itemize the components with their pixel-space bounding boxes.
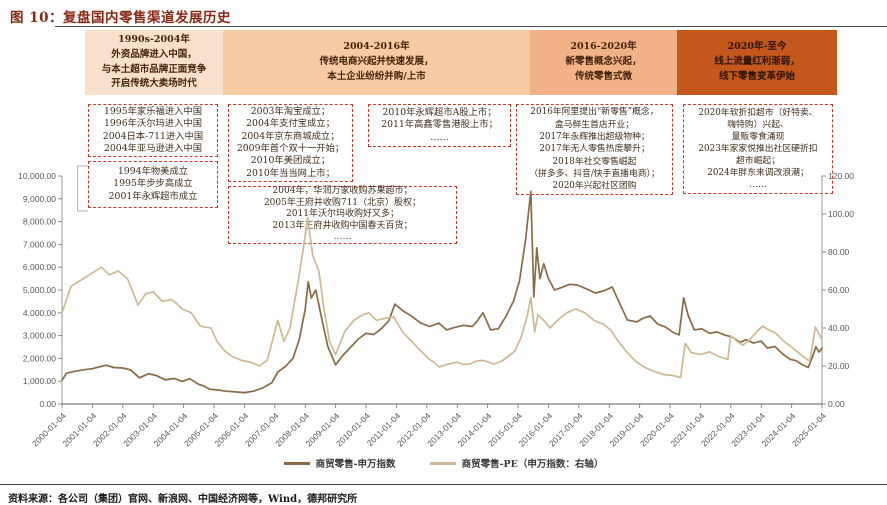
svg-text:0.00: 0.00 [39, 399, 56, 409]
source-note: 资料来源：各公司（集团）官网、新浪网、中国经济网等，Wind，德邦研究所 [8, 494, 358, 505]
svg-text:2023-01-04: 2023-01-04 [729, 411, 767, 449]
svg-text:8,000.00: 8,000.00 [23, 217, 56, 227]
annotation-discount-retail: 2020年软折扣超市（好特卖、 嗨特购）兴起、 量贩零食涌现 2023年家家悦推出社区… [683, 104, 833, 194]
era-band-2004-2016: 2004-2016年 传统电商兴起并快速发展， 本土企业纷纷并购/上市 [223, 30, 530, 95]
svg-text:60.00: 60.00 [828, 285, 850, 295]
svg-text:2020-01-04: 2020-01-04 [638, 411, 676, 449]
era-band-1990s-2004: 1990s-2004年 外资品牌进入中国， 与本土超市品牌正面竞争 开启传统大卖场时代 [85, 30, 223, 95]
legend-item-index: 商贸零售-申万指数 [283, 456, 396, 470]
annotation-local-chains: 1994年物美成立 1995年步步高成立 2001年永辉超市成立 [88, 161, 218, 208]
svg-text:1,000.00: 1,000.00 [23, 376, 56, 386]
svg-text:20.00: 20.00 [828, 361, 850, 371]
svg-text:2007-01-04: 2007-01-04 [243, 411, 281, 449]
svg-text:2014-01-04: 2014-01-04 [456, 411, 494, 449]
svg-text:2017-01-04: 2017-01-04 [547, 411, 585, 449]
svg-text:2018-01-04: 2018-01-04 [577, 411, 615, 449]
era-band-2016-2020: 2016-2020年 新零售概念兴起， 传统零售式微 [530, 30, 677, 95]
annotation-new-retail: 2016年阿里提出“新零售”概念， 盒马鲜生首店开业； 2017年永辉推出超级物种；… [516, 104, 673, 195]
svg-text:2019-01-04: 2019-01-04 [608, 411, 646, 449]
era-band-2020-now: 2020年-至今 线上流量红利渐弱， 线下零售变革伊始 [677, 30, 837, 95]
svg-text:2025-01-04: 2025-01-04 [790, 411, 828, 449]
svg-text:2005-01-04: 2005-01-04 [182, 411, 220, 449]
svg-text:40.00: 40.00 [828, 323, 850, 333]
svg-text:80.00: 80.00 [828, 247, 850, 257]
legend-label-pe: 商贸零售-PE（申万指数：右轴） [461, 459, 604, 470]
svg-text:2004-01-04: 2004-01-04 [152, 411, 190, 449]
annotation-ecommerce-founding: 2003年淘宝成立； 2004年支付宝成立； 2004年京东商城成立； 2009年首个… [228, 104, 353, 182]
svg-text:2021-01-04: 2021-01-04 [668, 411, 706, 449]
svg-text:2009-01-04: 2009-01-04 [304, 411, 342, 449]
svg-text:2006-01-04: 2006-01-04 [212, 411, 250, 449]
legend-label-index: 商贸零售-申万指数 [315, 459, 396, 470]
svg-text:2012-01-04: 2012-01-04 [395, 411, 433, 449]
svg-text:10,000.00: 10,000.00 [18, 171, 56, 181]
svg-text:2003-01-04: 2003-01-04 [121, 411, 159, 449]
annotation-ma-events: 2004年，华润万家收购苏果超市； 2005年王府井收购711（北京）股权； 201… [228, 186, 457, 244]
legend-item-pe: 商贸零售-PE（申万指数：右轴） [429, 456, 604, 470]
svg-text:5,000.00: 5,000.00 [23, 285, 56, 295]
svg-text:2010-01-04: 2010-01-04 [334, 411, 372, 449]
svg-text:6,000.00: 6,000.00 [23, 262, 56, 272]
svg-text:2002-01-04: 2002-01-04 [91, 411, 129, 449]
svg-text:2,000.00: 2,000.00 [23, 353, 56, 363]
svg-text:2008-01-04: 2008-01-04 [273, 411, 311, 449]
svg-text:0.00: 0.00 [828, 399, 845, 409]
svg-text:9,000.00: 9,000.00 [23, 194, 56, 204]
svg-text:2015-01-04: 2015-01-04 [486, 411, 524, 449]
chart-legend: 商贸零售-申万指数 商贸零售-PE（申万指数：右轴） [0, 456, 887, 470]
svg-text:7,000.00: 7,000.00 [23, 239, 56, 249]
figure-title: 图 10：复盘国内零售渠道发展历史 [10, 10, 231, 26]
legend-line-swatch-light [429, 461, 456, 465]
annotation-foreign-brands: 1995年家乐福进入中国 1996年沃尔玛进入中国 2004日本-711进入中国 20… [88, 104, 218, 157]
svg-text:100.00: 100.00 [828, 209, 854, 219]
svg-text:2013-01-04: 2013-01-04 [425, 411, 463, 449]
footer-divider [0, 484, 887, 485]
svg-text:2011-01-04: 2011-01-04 [365, 411, 403, 449]
svg-text:2024-01-04: 2024-01-04 [760, 411, 798, 449]
svg-text:4,000.00: 4,000.00 [23, 308, 56, 318]
svg-text:2022-01-04: 2022-01-04 [699, 411, 737, 449]
svg-text:2000-01-04: 2000-01-04 [30, 411, 68, 449]
title-divider [55, 26, 887, 27]
annotation-ipo-events: 2010年永辉超市A股上市； 2011年高鑫零售港股上市；…… [368, 104, 511, 147]
svg-text:2016-01-04: 2016-01-04 [516, 411, 554, 449]
svg-text:2001-01-04: 2001-01-04 [60, 411, 98, 449]
legend-line-swatch-dark [283, 461, 310, 465]
svg-text:3,000.00: 3,000.00 [23, 331, 56, 341]
